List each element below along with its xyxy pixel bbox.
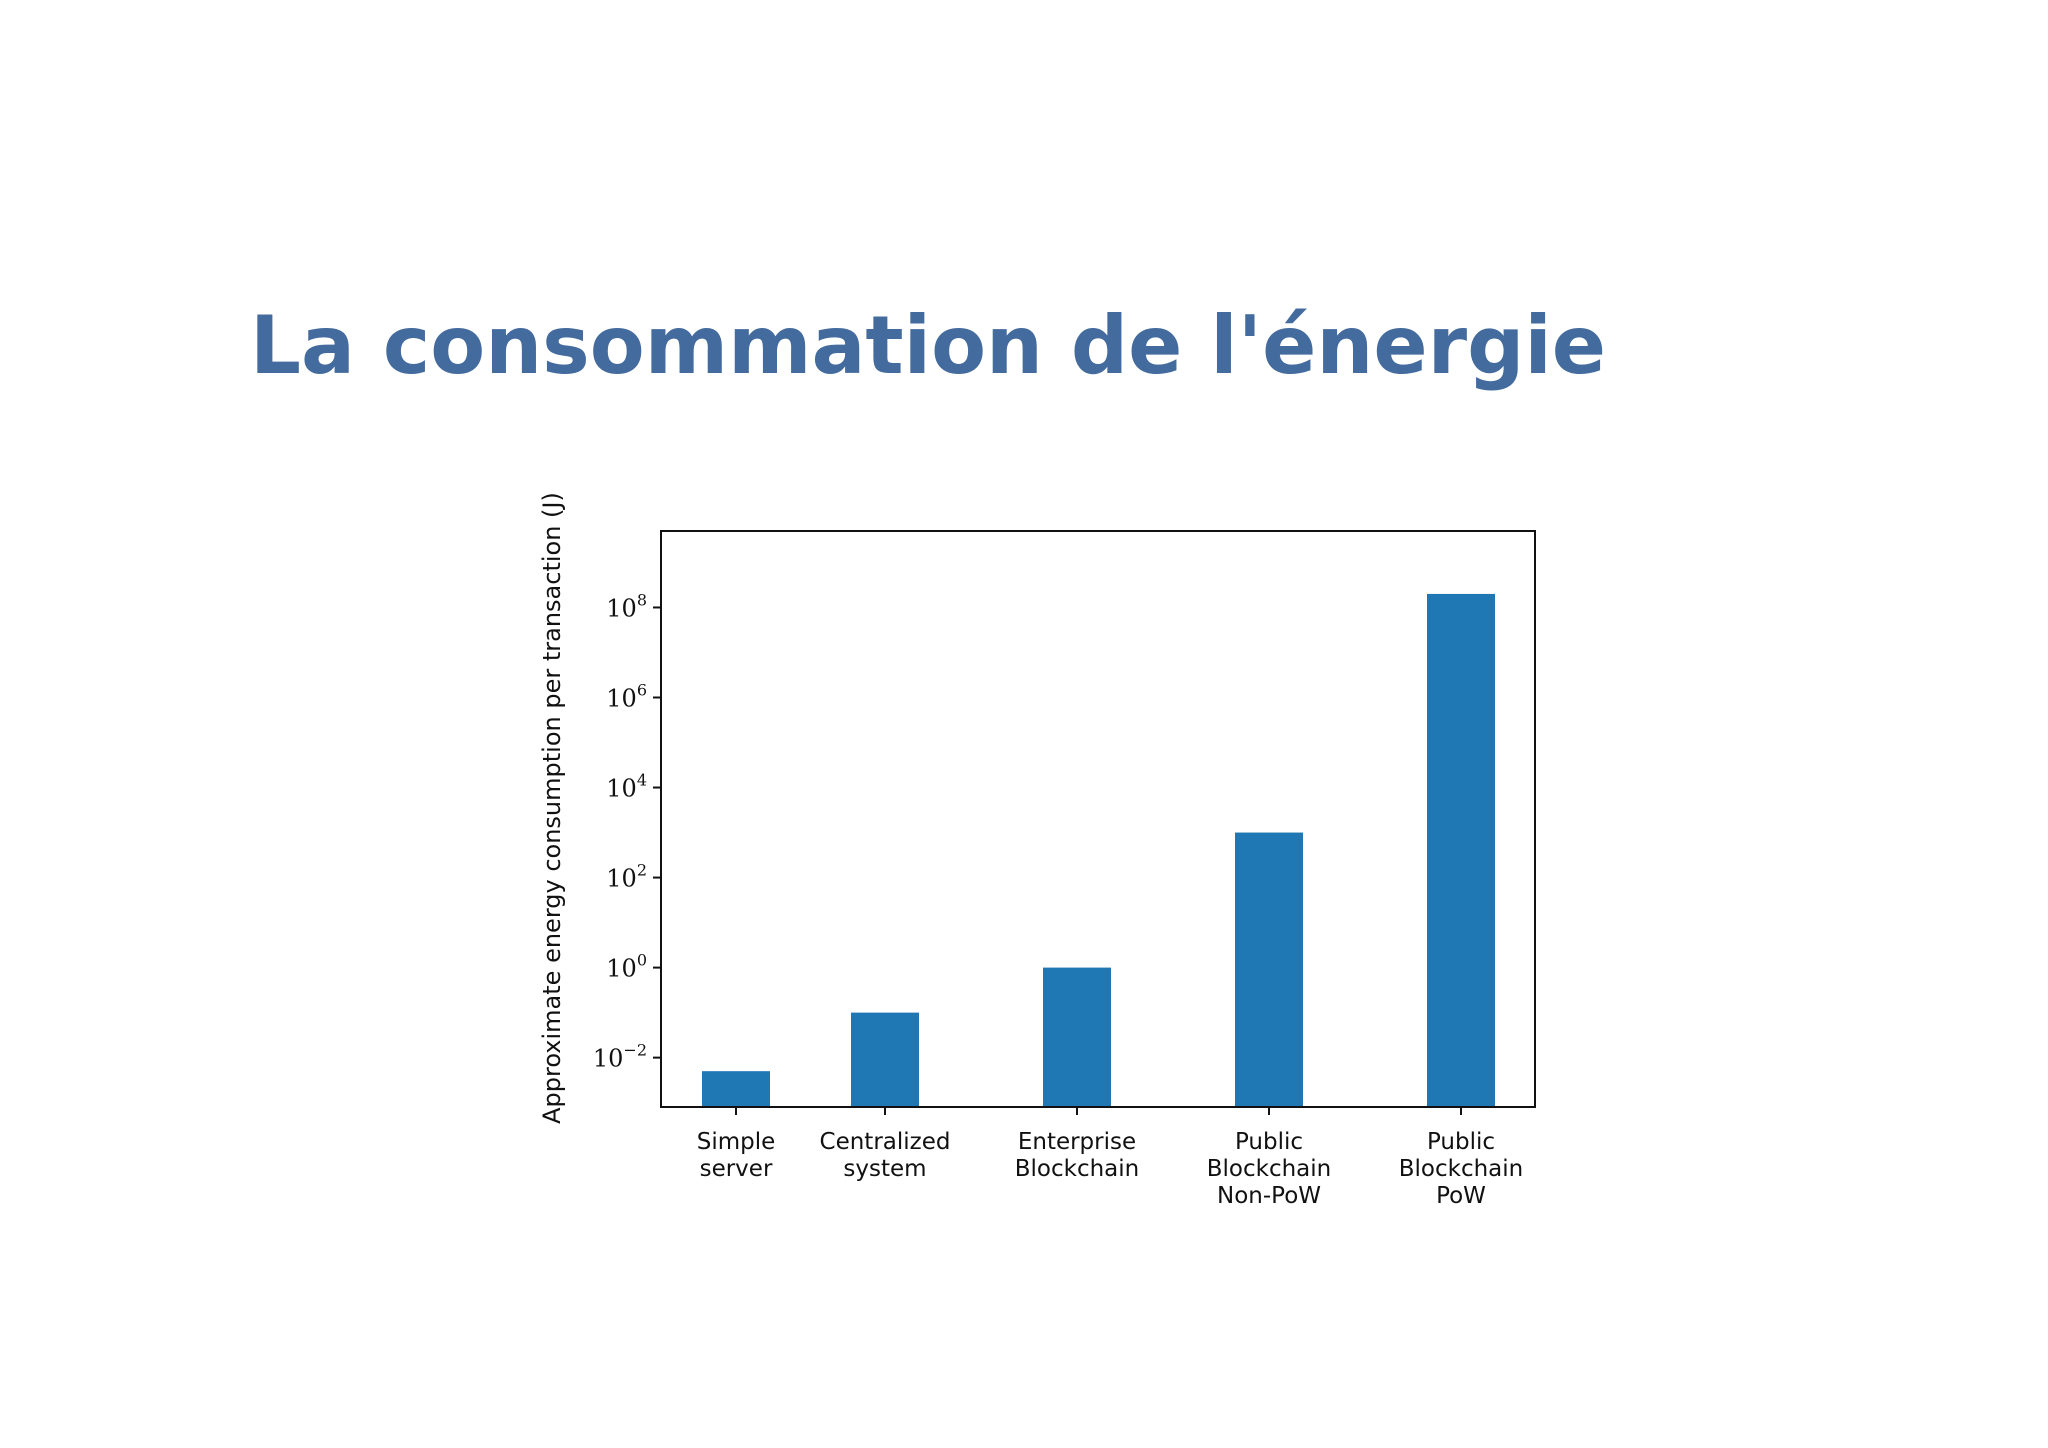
x-tick-label: Centralized system	[820, 1129, 951, 1182]
y-tick-label: 108	[606, 590, 647, 622]
y-tick-label: 104	[606, 771, 647, 803]
y-tick-label: 102	[606, 861, 647, 893]
y-tick-label: 10−2	[593, 1041, 647, 1073]
y-axis-title: Approximate energy consumption per trans…	[538, 492, 566, 1124]
plot-frame	[660, 530, 1536, 1108]
x-tick-label: Simple server	[697, 1129, 776, 1182]
x-tick-label: Public Blockchain PoW	[1399, 1129, 1524, 1209]
y-axis-ticks: 10−2 100 102 104 106 108	[593, 590, 661, 1073]
y-tick-label: 100	[606, 951, 647, 983]
y-tick-label: 106	[606, 681, 647, 713]
bar-3	[1043, 967, 1111, 1107]
bar-2	[851, 1012, 919, 1107]
slide-title: La consommation de l'énergie	[250, 299, 1607, 392]
x-axis-ticks: Simple server Centralized system Enterprise B…	[697, 1107, 1524, 1209]
bars-group	[702, 593, 1495, 1107]
x-tick-label: Enterprise Blockchain	[1015, 1129, 1140, 1182]
bar-5	[1427, 593, 1495, 1107]
x-tick-label: Public Blockchain Non-PoW	[1207, 1129, 1332, 1209]
bar-4	[1235, 832, 1303, 1107]
bar-1	[702, 1071, 770, 1107]
